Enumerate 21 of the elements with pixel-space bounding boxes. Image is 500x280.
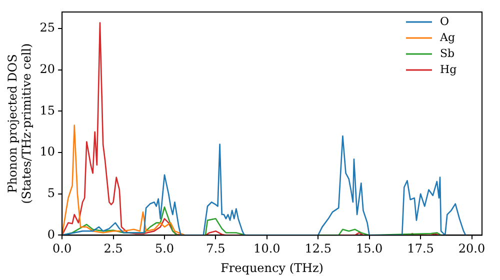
legend-label: Sb [440,46,455,60]
x-tick-label: 12.5 [304,242,332,256]
x-tick-label: 7.5 [206,242,226,256]
x-tick-label: 20.0 [458,242,486,256]
x-tick-label: 2.5 [104,242,123,256]
legend-label: O [440,14,450,28]
y-axis-title: Phonon projected DOS (States/THz·primitive cell) [5,43,34,204]
x-tick-label: 0.0 [52,242,72,256]
y-tick-label: 0 [47,227,56,242]
y-tick-label: 5 [47,186,56,200]
legend-label: Ag [439,30,455,44]
x-tick-label: 5.0 [154,242,174,256]
x-tick-label: 17.5 [407,242,434,256]
x-axis-title: Frequency (THz) [220,260,324,275]
y-tick-label: 10 [40,144,56,159]
x-tick-label: 10.0 [254,242,280,256]
x-tick-label: 15.0 [356,242,383,256]
y-tick-label: 20 [40,62,56,76]
y-tick-label: 25 [40,20,56,35]
legend-label: Hg [440,62,457,76]
y-tick-label: 15 [40,103,56,118]
